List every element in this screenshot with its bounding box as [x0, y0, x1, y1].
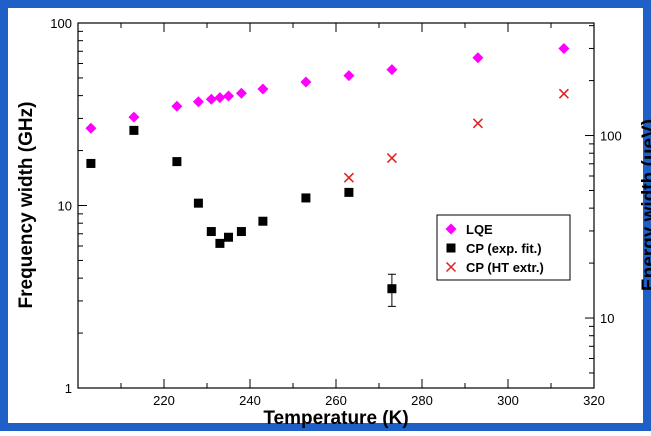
axis-ticks: 220 240 260 280 300 320 1 10 100 10 100 [50, 16, 621, 408]
point-series-0 [558, 42, 570, 54]
legend-label: CP (exp. fit.) [466, 241, 542, 256]
point-series-1 [215, 238, 225, 248]
point-series-2 [472, 118, 483, 129]
point-series-1 [206, 227, 216, 237]
y-right-tick-label: 100 [600, 129, 622, 144]
y-tick-label: 1 [65, 381, 72, 396]
x-tick-label: 300 [497, 393, 519, 408]
y-axis-label-right: Energy width (μeV) [639, 119, 651, 291]
y-right-tick-label: 10 [600, 311, 614, 326]
y-tick-label: 10 [58, 199, 72, 214]
legend-label: CP (HT extr.) [466, 260, 544, 275]
point-series-0 [300, 76, 312, 88]
legend-marker-stroke [445, 261, 457, 273]
point-series-2 [386, 153, 397, 164]
point-series-1 [172, 157, 182, 167]
legend-marker [445, 223, 457, 235]
point-series-0 [192, 96, 204, 108]
point-series-0 [472, 52, 484, 64]
legend-marker [446, 243, 456, 253]
y-axis-label: Frequency width (GHz) [16, 102, 37, 309]
x-tick-label: 240 [239, 393, 261, 408]
x-axis-label: Temperature (K) [263, 408, 408, 429]
point-series-1 [193, 198, 203, 208]
point-series-2-stroke [343, 172, 354, 183]
point-series-2 [558, 88, 569, 99]
data-marks [85, 42, 570, 307]
point-series-0 [257, 83, 269, 95]
point-series-1 [258, 216, 268, 226]
point-series-0 [128, 111, 140, 123]
point-series-0 [235, 87, 247, 99]
y-tick-label: 100 [50, 16, 72, 31]
legend-marker [445, 261, 457, 273]
point-series-2-stroke [558, 88, 569, 99]
point-series-1 [387, 284, 397, 294]
point-series-0 [85, 122, 97, 134]
point-series-1 [236, 227, 246, 237]
legend-box [436, 214, 571, 281]
point-series-0 [223, 90, 234, 102]
x-tick-label: 220 [153, 393, 175, 408]
point-series-1 [344, 187, 354, 197]
point-series-0 [386, 64, 398, 76]
point-series-2-stroke [472, 118, 483, 129]
legend-label: LQE [466, 222, 493, 237]
point-series-2 [343, 172, 354, 183]
legend: LQE CP (exp. fit.) CP (HT extr.) [436, 214, 571, 281]
point-series-1 [301, 193, 311, 203]
x-tick-label: 260 [325, 393, 347, 408]
point-series-0 [343, 70, 355, 82]
x-tick-label: 280 [411, 393, 433, 408]
point-series-2-stroke [386, 153, 397, 164]
x-tick-label: 320 [583, 393, 605, 408]
point-series-1 [129, 125, 139, 135]
point-series-1 [86, 158, 96, 168]
point-series-0 [214, 92, 226, 104]
plot-area [77, 22, 595, 389]
point-series-0 [205, 93, 217, 105]
point-series-1 [224, 232, 233, 242]
point-series-0 [171, 100, 183, 112]
